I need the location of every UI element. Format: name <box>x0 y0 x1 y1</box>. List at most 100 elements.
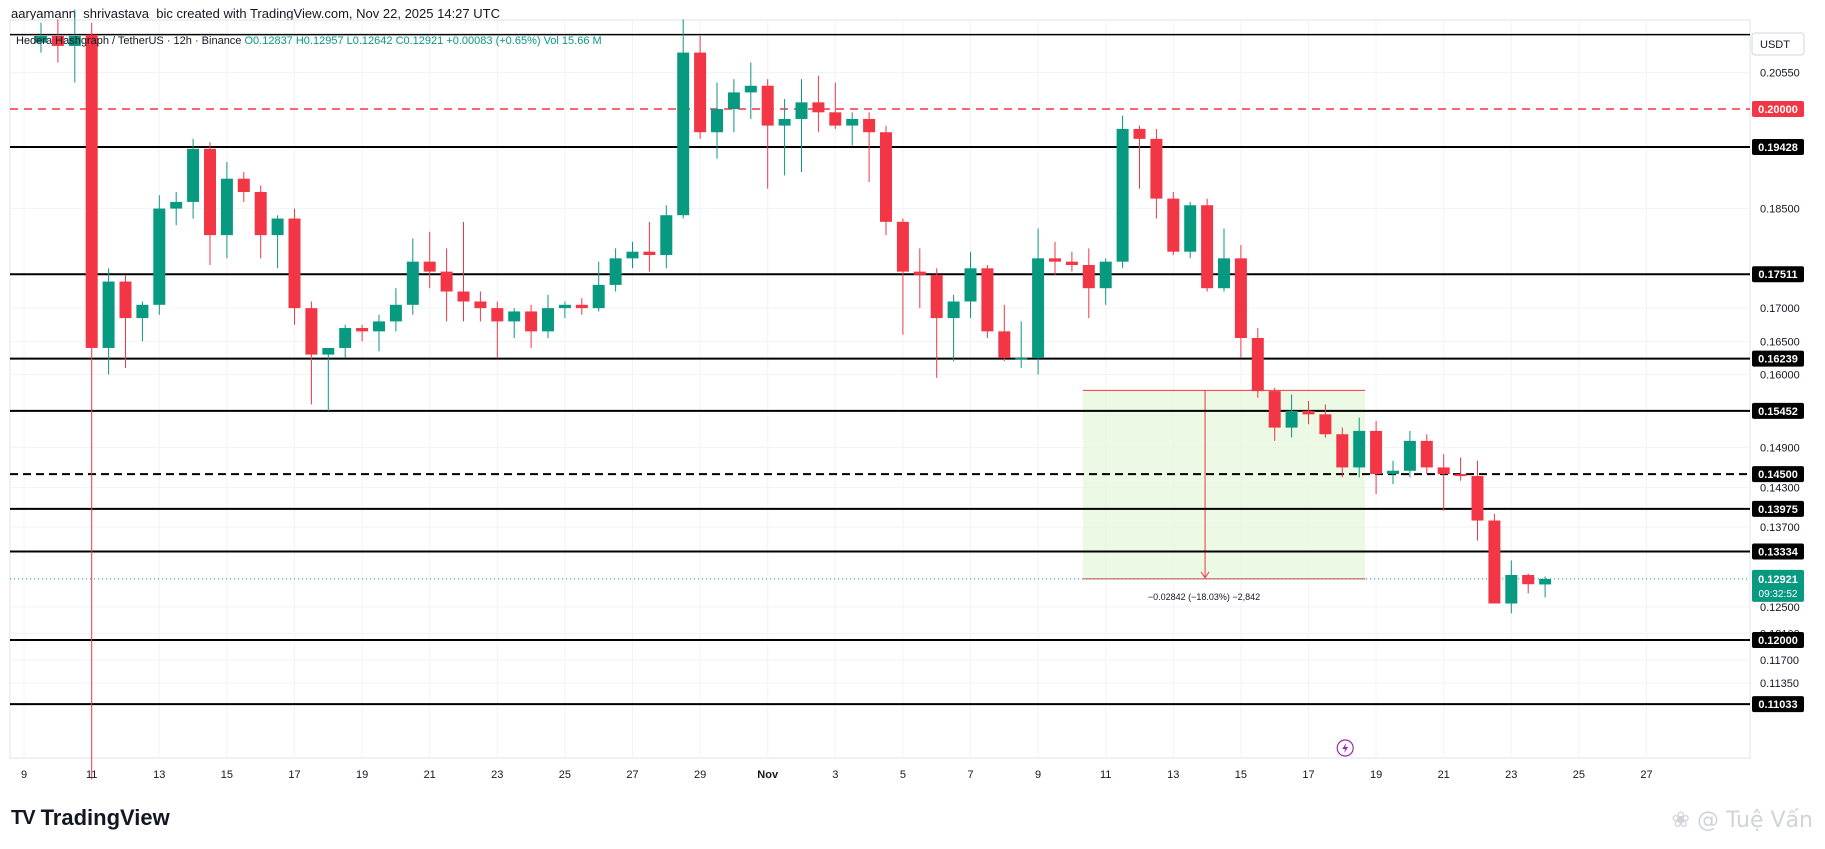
level-price-tag <box>1752 101 1804 117</box>
candle-body <box>85 34 98 348</box>
candle-body <box>322 347 335 355</box>
candle-body <box>102 281 115 348</box>
candle-body <box>170 201 183 209</box>
candle-body <box>677 52 690 216</box>
candle-body <box>1353 430 1366 468</box>
candle-body <box>1049 258 1061 262</box>
x-tick-label: 27 <box>626 769 638 781</box>
candle-body <box>1387 470 1399 475</box>
y-tick-label: 0.16000 <box>1760 370 1800 382</box>
x-tick-label: 5 <box>900 769 906 781</box>
x-tick-label: 19 <box>356 769 368 781</box>
candle-body <box>1471 476 1484 521</box>
candle-body <box>1184 205 1197 252</box>
level-price-label: 0.16239 <box>1758 354 1798 366</box>
level-price-label: 0.19428 <box>1758 142 1798 154</box>
candle-body <box>711 109 723 133</box>
level-price-label: 0.17511 <box>1758 269 1797 281</box>
candle-body <box>1015 357 1028 360</box>
x-tick-label: 13 <box>153 769 165 781</box>
candle-body <box>1488 520 1501 604</box>
candle-body <box>795 102 808 119</box>
candle-body <box>1065 261 1078 265</box>
candle-body <box>187 148 200 202</box>
candle-body <box>609 258 622 285</box>
candle-body <box>254 191 267 236</box>
x-tick-label: 3 <box>832 769 838 781</box>
candle-body <box>981 268 994 332</box>
candle-body <box>846 118 859 126</box>
candle-body <box>525 311 538 332</box>
candle-body <box>1539 578 1552 585</box>
x-tick-label: 15 <box>1235 769 1247 781</box>
candle-body <box>389 304 402 322</box>
candle-body <box>508 311 521 322</box>
level-price-tag <box>1752 350 1804 367</box>
y-tick-label: 0.14900 <box>1760 443 1800 455</box>
candlestick-chart[interactable]: −0.02842 (−18.03%) −2,842 Hedera Hashgrap… <box>0 0 1825 800</box>
candle-body <box>1336 434 1349 468</box>
y-tick-label: 0.17000 <box>1760 303 1800 315</box>
candle-body <box>339 328 352 348</box>
candle-body <box>542 308 554 332</box>
candle-body <box>288 218 301 309</box>
x-tick-label: Nov <box>757 769 779 781</box>
candle-body <box>1454 474 1467 477</box>
candle-body <box>1403 440 1416 471</box>
level-price-label: 0.11033 <box>1758 699 1797 711</box>
x-tick-label: 23 <box>1505 769 1517 781</box>
candle-body <box>778 118 791 126</box>
candle-body <box>423 261 436 272</box>
candle-body <box>1505 574 1518 604</box>
candle-body <box>153 208 166 305</box>
x-tick-label: 29 <box>694 769 706 781</box>
candle-body <box>271 218 284 236</box>
candle-body <box>1150 138 1163 199</box>
level-price-label: 0.12000 <box>1758 635 1798 647</box>
currency-box <box>1751 32 1805 56</box>
level-price-tag <box>1752 402 1804 419</box>
x-tick-label: 27 <box>1640 769 1652 781</box>
candle-body <box>1201 205 1214 289</box>
candle-body <box>35 35 47 43</box>
current-price-tag <box>1752 569 1804 602</box>
candle-body <box>1370 430 1383 475</box>
candle-body <box>930 274 943 319</box>
x-tick-label: 19 <box>1370 769 1382 781</box>
tradingview-brand[interactable]: TV TradingView <box>11 805 170 831</box>
countdown-label: 09:32:52 <box>1759 589 1798 600</box>
range-arrow-head <box>1200 571 1210 579</box>
candle-body <box>558 304 571 309</box>
tradingview-logo-icon: TV <box>11 806 36 829</box>
candle-body <box>220 178 233 236</box>
candle-body <box>694 52 707 133</box>
x-tick-label: 17 <box>1302 769 1314 781</box>
candle-body <box>1437 467 1450 475</box>
x-tick-label: 9 <box>1035 769 1041 781</box>
y-tick-label: 0.20550 <box>1760 67 1800 79</box>
candle-body <box>1420 440 1433 468</box>
candle-body <box>913 271 926 275</box>
y-tick-label: 0.12500 <box>1760 602 1800 614</box>
candle-body <box>1218 258 1230 289</box>
candle-body <box>440 271 453 292</box>
y-tick-label: 0.11350 <box>1760 678 1799 690</box>
candle-body <box>1167 198 1180 252</box>
level-price-label: 0.13975 <box>1758 504 1798 516</box>
level-price-label: 0.20000 <box>1758 104 1798 116</box>
candle-body <box>998 331 1011 358</box>
candle-body <box>1522 574 1535 585</box>
y-tick-label: 0.18500 <box>1760 204 1800 216</box>
candle-body <box>829 112 842 126</box>
candle-body <box>660 215 673 256</box>
candle-body <box>305 308 318 355</box>
chart-credit: aaryamann_shrivastava_bic created with T… <box>11 6 500 21</box>
watermark: ❀ @ Tuệ Vấn <box>1671 808 1813 833</box>
candle-body <box>896 221 909 272</box>
x-tick-label: 21 <box>1438 769 1450 781</box>
candle-body <box>356 328 369 332</box>
plot-area <box>9 19 1751 759</box>
candle-body <box>761 85 774 126</box>
candle-body <box>68 35 81 46</box>
candle-body <box>592 284 605 309</box>
